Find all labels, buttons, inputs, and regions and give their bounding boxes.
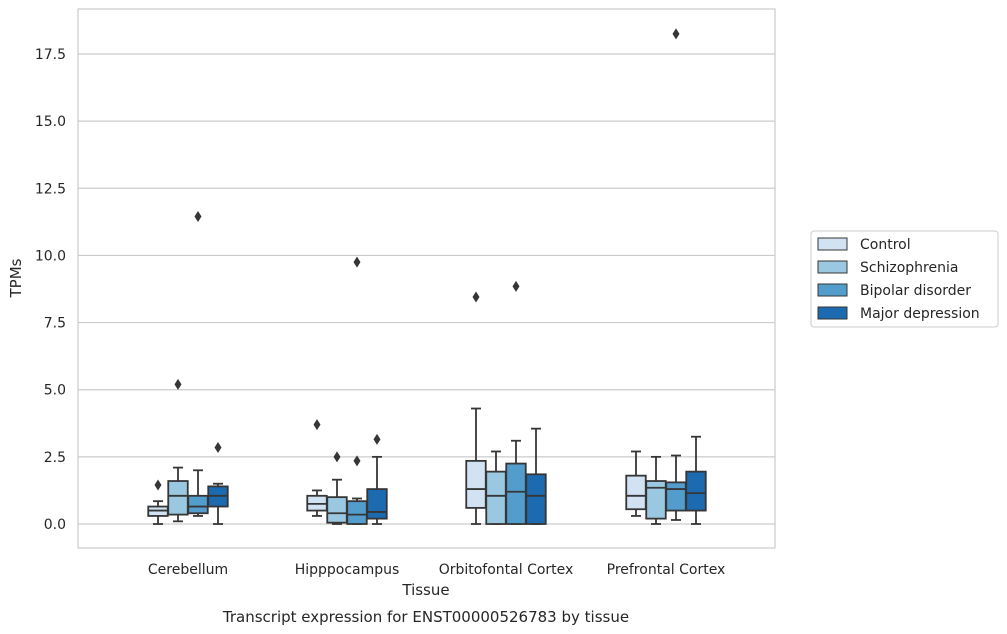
y-tick-label: 5.0 <box>44 383 66 399</box>
y-tick-label: 10.0 <box>35 248 66 264</box>
box-iqr <box>645 480 667 520</box>
outlier-point <box>333 451 341 463</box>
box-iqr <box>187 494 209 515</box>
legend-swatch <box>817 306 848 320</box>
y-tick-label: 2.5 <box>44 450 66 466</box>
box-iqr <box>505 462 527 525</box>
plot-frame <box>77 8 776 549</box>
box-major-depression <box>685 435 707 525</box>
outlier-point <box>472 291 480 303</box>
box-iqr <box>326 496 348 524</box>
outlier-point <box>512 280 520 292</box>
outlier-point <box>353 256 361 268</box>
legend-frame <box>810 230 999 328</box>
box-major-depression <box>525 427 547 525</box>
box-control <box>625 450 647 517</box>
outlier-point <box>353 455 361 467</box>
outlier-point <box>373 433 381 445</box>
box-schizophrenia <box>645 455 667 525</box>
x-tick-label: Orbitofontal Cortex <box>439 562 574 578</box>
outlier-point <box>194 210 202 222</box>
box-schizophrenia <box>326 451 348 525</box>
legend-swatch <box>817 260 848 274</box>
box-schizophrenia <box>485 450 507 525</box>
box-iqr <box>665 481 687 512</box>
box-iqr <box>346 500 368 525</box>
legend-label: Schizophrenia <box>860 260 958 276</box>
x-tick-label: Prefrontal Cortex <box>607 562 726 578</box>
box-schizophrenia <box>167 378 189 523</box>
box-control <box>465 291 487 525</box>
outlier-point <box>672 28 680 40</box>
x-tick-labels: Cerebellum Hipppocampus Orbitofontal Corte… <box>148 562 725 578</box>
legend-swatch <box>817 237 848 251</box>
legend: Control Schizophrenia Bipolar disorder Majo… <box>810 230 999 328</box>
legend-label: Major depression <box>860 306 980 322</box>
box-iqr <box>625 474 647 511</box>
y-tick-label: 15.0 <box>35 114 66 130</box>
box-bipolar-disorder <box>505 280 527 525</box>
x-tick-label: Cerebellum <box>148 562 228 578</box>
box-control <box>147 479 169 525</box>
legend-swatch <box>817 283 848 297</box>
y-tick-label: 0.0 <box>44 517 66 533</box>
x-axis-label: Tissue <box>401 581 449 599</box>
box-iqr <box>167 480 189 516</box>
box-major-depression <box>366 433 388 525</box>
gridlines <box>78 53 775 525</box>
box-bipolar-disorder <box>665 28 687 521</box>
y-tick-label: 12.5 <box>35 181 66 197</box>
y-tick-label: 7.5 <box>44 316 66 332</box>
box-major-depression <box>207 441 229 525</box>
outlier-point <box>214 441 222 453</box>
box-iqr <box>485 470 507 525</box>
box-iqr <box>465 459 487 509</box>
legend-label: Control <box>860 237 911 253</box>
y-tick-label: 17.5 <box>35 47 66 63</box>
box-iqr <box>366 488 388 520</box>
outlier-point <box>313 419 321 431</box>
box-iqr <box>525 473 547 525</box>
legend-label: Bipolar disorder <box>860 283 971 299</box>
box-iqr <box>685 470 707 512</box>
box-bipolar-disorder <box>187 210 209 517</box>
box-control <box>306 419 328 517</box>
x-tick-label: Hipppocampus <box>295 562 400 578</box>
chart-caption: Transcript expression for ENST0000052678… <box>222 608 629 626</box>
outlier-point <box>174 378 182 390</box>
box-layer <box>147 28 707 525</box>
outlier-point <box>154 479 162 491</box>
box-bipolar-disorder <box>346 256 368 525</box>
y-tick-labels: 0.0 2.5 5.0 7.5 10.0 12.5 15.0 17.5 <box>35 47 66 533</box>
y-axis-label: TPMs <box>7 258 25 298</box>
